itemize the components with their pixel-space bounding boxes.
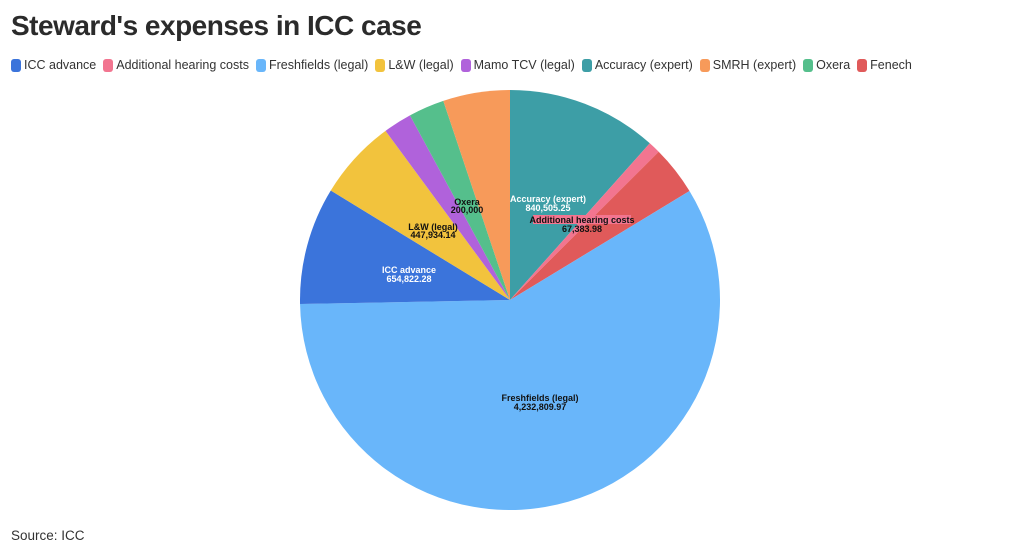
pie-slice-freshfields-legal[interactable]: [300, 191, 720, 511]
label-icc-value: 654,822.28: [386, 274, 431, 284]
legend-swatch-icon: [11, 58, 21, 72]
legend-label: L&W (legal): [388, 58, 454, 72]
pie-slice-accuracy-expert[interactable]: [510, 90, 650, 300]
label-freshfields-name: Freshfields (legal): [501, 393, 578, 403]
label-accuracy-name: Accuracy (expert): [510, 194, 586, 204]
pie-slice-icc-advance[interactable]: [300, 190, 510, 305]
legend-label: Freshfields (legal): [269, 58, 369, 72]
legend-item-additional-hearing-costs[interactable]: Additional hearing costs: [103, 58, 249, 72]
legend-swatch-icon: [581, 58, 592, 72]
legend-swatch-icon: [803, 58, 814, 72]
legend-item-smrh[interactable]: SMRH (expert): [699, 58, 797, 72]
legend-swatch-icon: [256, 58, 266, 72]
legend-item-freshfields[interactable]: Freshfields (legal): [256, 58, 368, 72]
label-ahc-name: Additional hearing costs: [529, 215, 634, 225]
legend-item-accuracy[interactable]: Accuracy (expert): [581, 58, 693, 72]
legend-swatch-icon: [460, 58, 471, 72]
legend-swatch-icon: [375, 58, 386, 72]
legend-item-oxera[interactable]: Oxera: [803, 58, 850, 72]
label-oxera-value: 200,000: [451, 205, 484, 215]
label-oxera-name: Oxera: [454, 197, 481, 207]
legend-label: Mamo TCV (legal): [473, 58, 575, 72]
legend-label: Fenech: [870, 58, 912, 72]
label-icc-name: ICC advance: [382, 265, 436, 275]
source-note: Source: ICC: [11, 528, 85, 543]
legend-swatch-icon: [699, 58, 710, 72]
legend-label: Additional hearing costs: [116, 58, 249, 72]
pie-slice-l-w-legal[interactable]: [330, 130, 510, 300]
legend-label: Oxera: [816, 58, 851, 72]
pie-slice-fenech[interactable]: [510, 151, 690, 300]
label-lw-value: 447,934.14: [410, 230, 455, 240]
chart-legend: ICC advance Additional hearing costs Fre…: [11, 58, 919, 72]
legend-swatch-icon: [103, 58, 114, 72]
slice-labels: Accuracy (expert) 840,505.25 Additional …: [382, 194, 635, 412]
legend-item-icc-advance[interactable]: ICC advance: [11, 58, 96, 72]
pie-slice-oxera[interactable]: [409, 100, 510, 301]
pie-slice-smrh-expert[interactable]: [443, 90, 510, 300]
label-freshfields-value: 4,232,809.97: [514, 402, 567, 412]
label-lw-name: L&W (legal): [408, 222, 458, 232]
legend-label: Accuracy (expert): [594, 58, 693, 72]
legend-label: ICC advance: [24, 58, 97, 72]
pie-slice-mamo-tcv-legal[interactable]: [385, 115, 510, 301]
label-ahc-bg: [533, 215, 631, 224]
legend-item-mamo-tcv[interactable]: Mamo TCV (legal): [460, 58, 575, 72]
legend-label: SMRH (expert): [712, 58, 797, 72]
legend-item-fenech[interactable]: Fenech: [857, 58, 912, 72]
pie-slices: [300, 90, 720, 511]
label-ahc-value: 67,383.98: [562, 224, 602, 234]
label-accuracy-value: 840,505.25: [525, 203, 570, 213]
legend-swatch-icon: [857, 58, 868, 72]
chart-title: Steward's expenses in ICC case: [11, 10, 422, 41]
legend-item-lw[interactable]: L&W (legal): [375, 58, 454, 72]
